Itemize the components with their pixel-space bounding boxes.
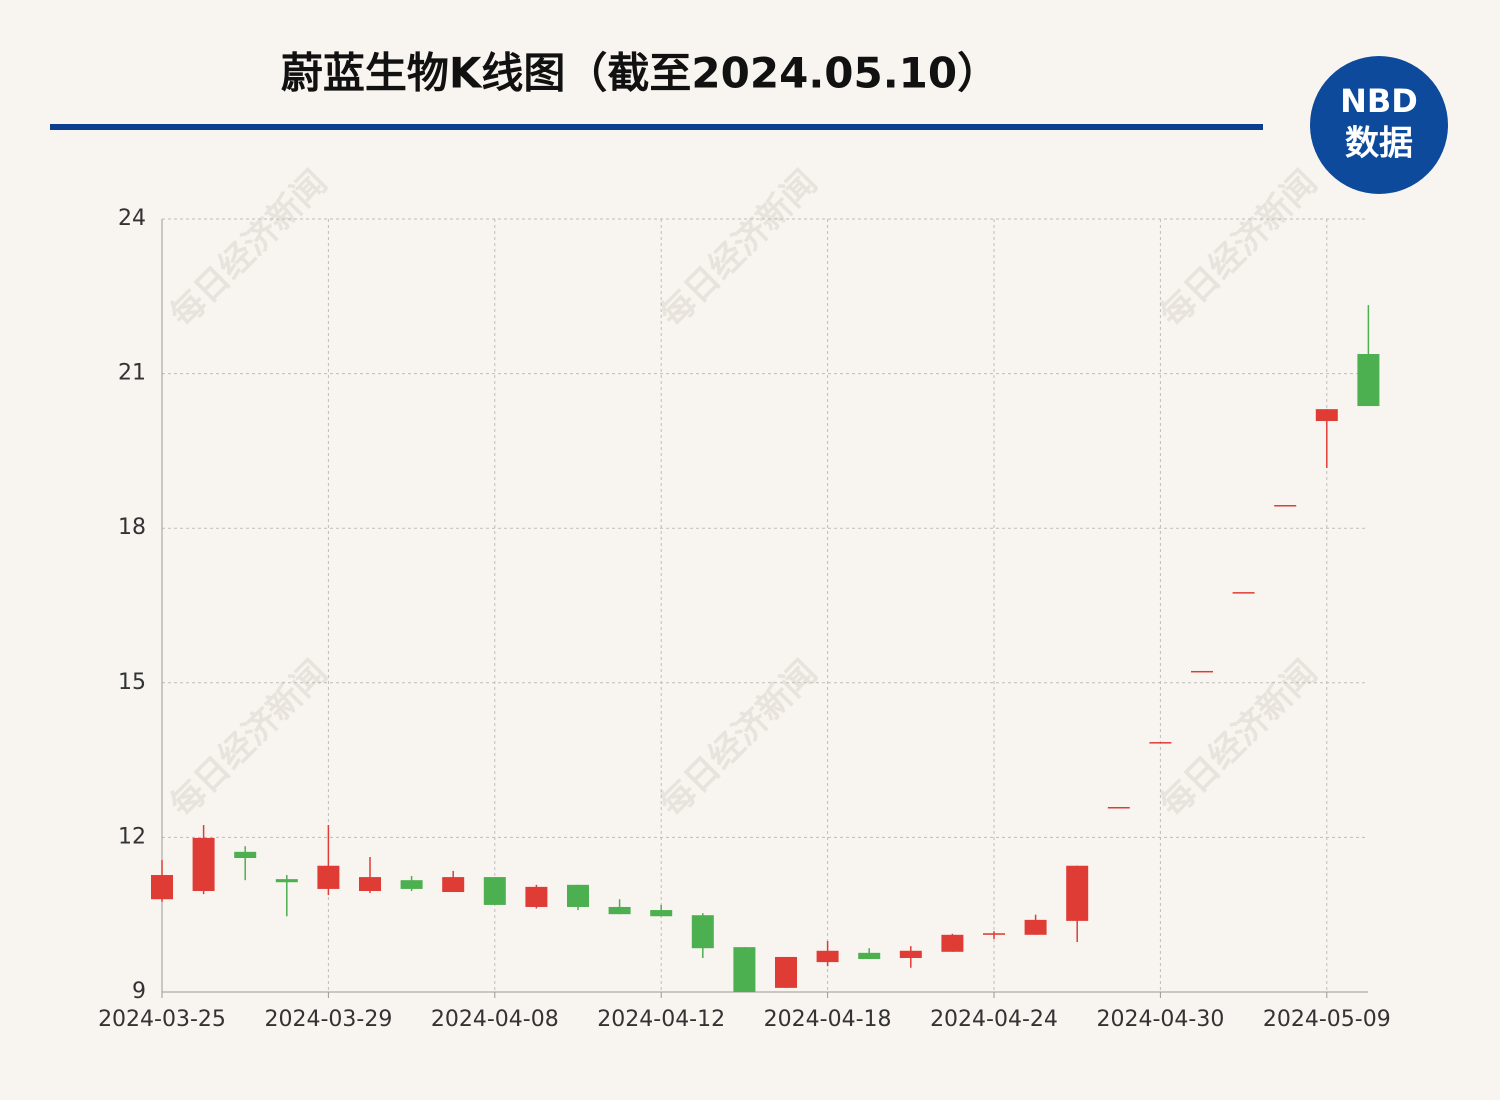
title-rule [50,124,1263,130]
candle-body [1274,505,1297,507]
candle-body [816,950,839,963]
x-tick-label: 2024-03-29 [264,1007,392,1032]
y-tick-label: 18 [118,515,146,540]
candle-body [1232,592,1255,594]
candle-body [775,956,797,988]
chart-title: 蔚蓝生物K线图（截至2024.05.10） [281,49,999,98]
candle-body [1315,409,1338,422]
candle-body [608,906,631,915]
candle-body [525,886,548,907]
candle-body [234,851,257,859]
candle-body [317,865,340,889]
x-tick-label: 2024-04-08 [431,1007,559,1032]
candle-body [1024,919,1047,935]
y-tick-label: 9 [132,979,146,1004]
logo [1310,56,1448,194]
candle-body [567,884,589,907]
candle-body [1107,806,1130,809]
candle-body [858,952,881,960]
candle-body [1357,354,1380,407]
candle-body [442,877,465,893]
x-tick-label: 2024-04-12 [597,1007,725,1032]
candle-body [483,877,506,905]
candle-body [941,934,964,952]
candle-body [1149,742,1172,744]
logo-top: NBD [1340,82,1418,120]
candle-body [151,875,173,900]
x-tick-label: 2024-03-25 [98,1007,226,1032]
candle-body [192,837,215,891]
candle-body [650,910,673,917]
candle-body [400,880,423,889]
y-tick-label: 24 [118,206,146,231]
candle-body [899,950,922,958]
x-tick-label: 2024-05-09 [1263,1007,1391,1032]
logo-bottom: 数据 [1345,124,1413,164]
candle-body [275,879,298,883]
candle-body [1066,865,1089,921]
x-tick-label: 2024-04-18 [764,1007,892,1032]
x-tick-label: 2024-04-30 [1096,1007,1224,1032]
candle-body [359,877,381,891]
plot: 9 12 15 18 21 24 2024-03-25 2024-03-29 2024-04-0… [98,206,1391,1032]
candle-body [733,947,756,992]
y-tick-label: 12 [118,824,146,849]
candle-body [983,933,1005,935]
x-tick-label: 2024-04-24 [930,1007,1058,1032]
y-tick-label: 15 [118,670,146,695]
y-tick-label: 21 [118,361,146,386]
candle-body [1191,670,1213,673]
candle-body [691,915,714,949]
